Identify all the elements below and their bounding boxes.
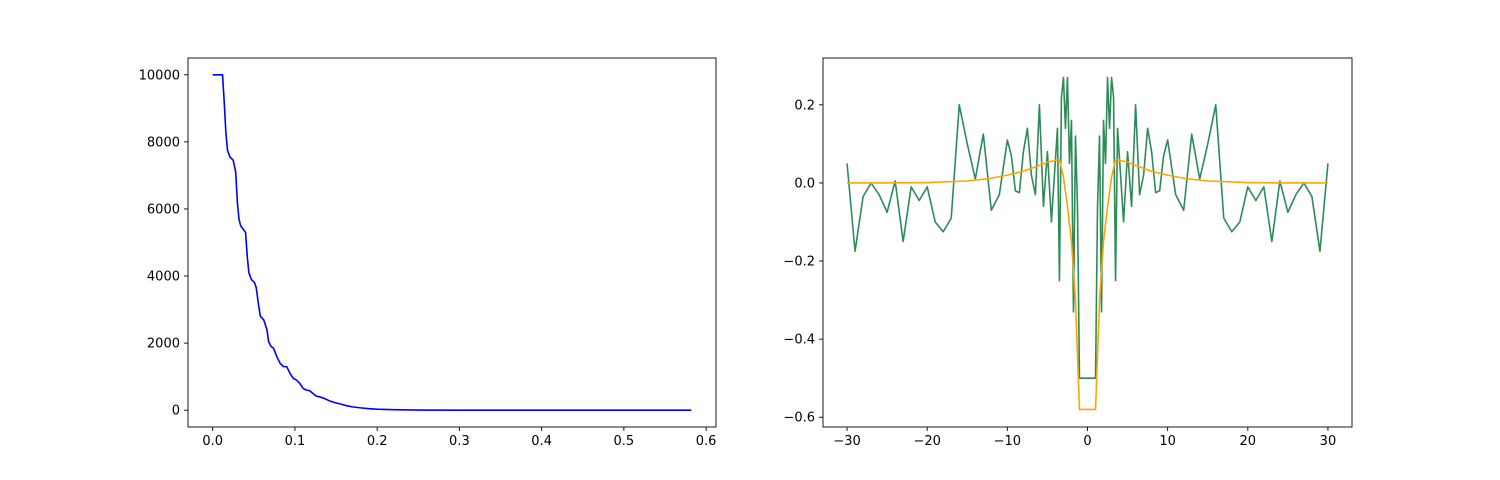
- right-plot-area: −30 −20 −10 0 10 20 30 −0.6 −0.4 −0.2 0.0 0.2: [783, 57, 1353, 449]
- y-tick-label: 0: [172, 404, 180, 419]
- x-tick-label: 20: [1240, 434, 1257, 449]
- x-tick-label: −10: [994, 434, 1021, 449]
- y-tick-label: 6000: [147, 202, 180, 217]
- x-tick-label: 0: [1083, 434, 1091, 449]
- x-tick-label: 0.3: [449, 434, 470, 449]
- x-tick-label: −30: [833, 434, 860, 449]
- y-tick-label: −0.2: [783, 255, 815, 270]
- x-tick-label: 0.4: [531, 434, 552, 449]
- series-line-0: [212, 73, 692, 412]
- y-tick-label: −0.6: [783, 411, 815, 426]
- y-tick-label: 10000: [139, 68, 180, 83]
- x-tick-label: 0.0: [202, 434, 223, 449]
- y-tick-label: 0.0: [794, 176, 815, 191]
- y-tick-label: 8000: [147, 135, 180, 150]
- x-tick-label: 0.2: [367, 434, 388, 449]
- x-tick-label: 0.6: [696, 434, 717, 449]
- x-tick-label: 10: [1159, 434, 1176, 449]
- series-line-1: [847, 158, 1328, 411]
- x-tick-label: 0.1: [285, 434, 306, 449]
- x-tick-label: 30: [1320, 434, 1337, 449]
- y-tick-label: 2000: [147, 337, 180, 352]
- y-tick-label: 4000: [147, 270, 180, 285]
- series-line-0: [846, 76, 1329, 379]
- left-plot-area: 0.0 0.1 0.2 0.3 0.4 0.5 0.6 0 2000 4000 6000 8000 10…: [139, 57, 717, 449]
- y-tick-label: 0.2: [794, 98, 815, 113]
- y-tick-label: −0.4: [783, 333, 815, 348]
- axes-frame: [187, 57, 717, 428]
- x-tick-label: 0.5: [614, 434, 635, 449]
- x-tick-label: −20: [913, 434, 940, 449]
